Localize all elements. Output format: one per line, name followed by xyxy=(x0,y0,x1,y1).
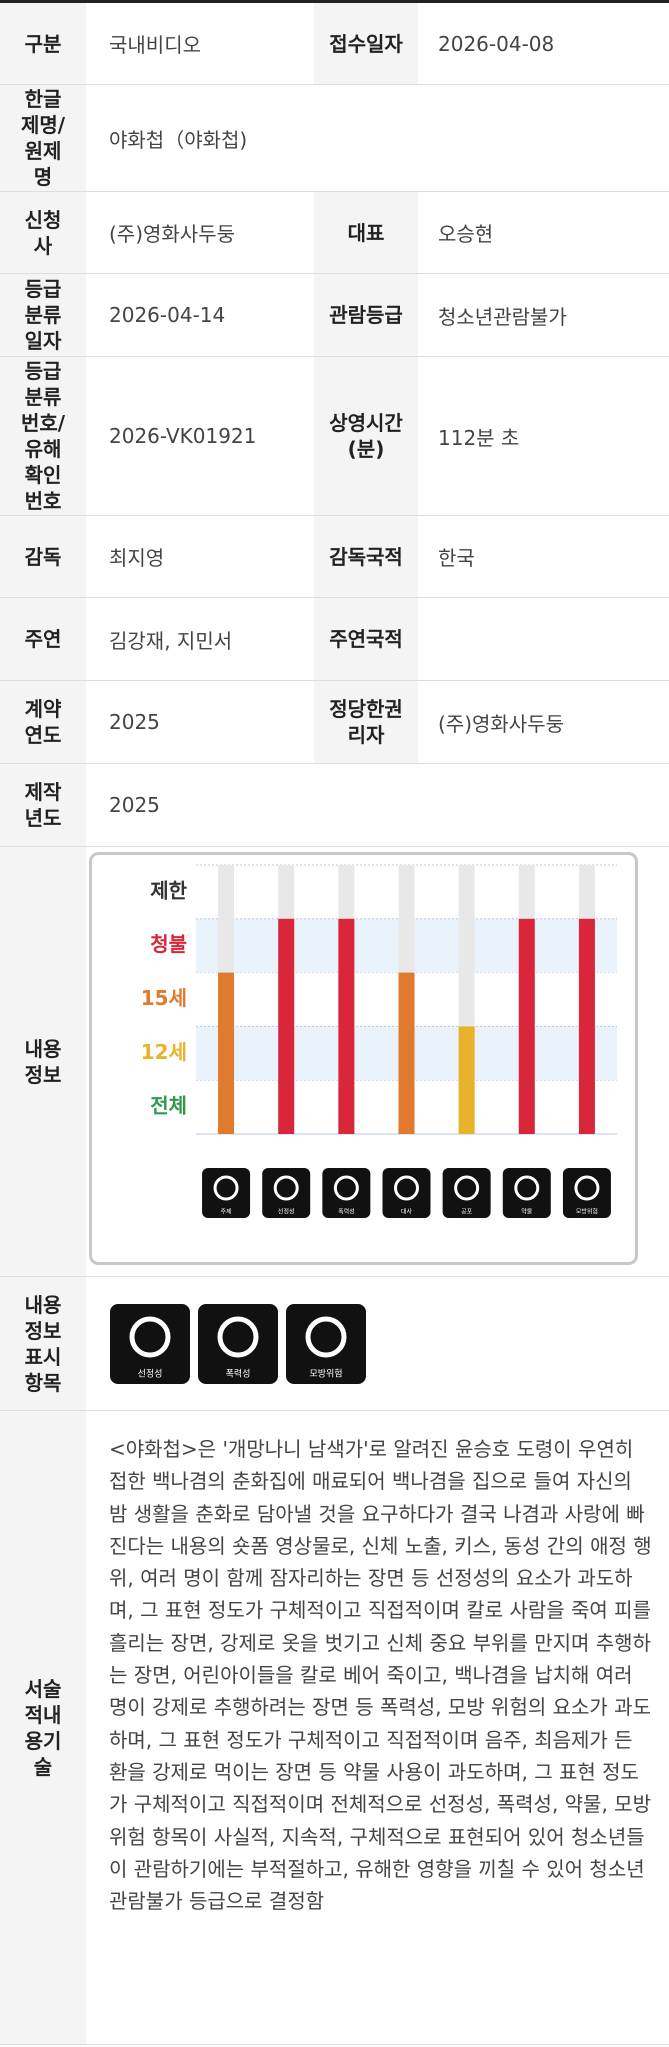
category-label: 모방위험 xyxy=(576,1208,598,1216)
bar xyxy=(578,918,595,1134)
icon-glyph xyxy=(305,1316,347,1358)
field-value: 국내비디오 xyxy=(109,33,201,57)
category-label: 주제 xyxy=(221,1208,232,1216)
category-icon xyxy=(502,1168,551,1218)
field-label: 주연국적 xyxy=(314,598,418,680)
icon-glyph xyxy=(217,1316,259,1358)
field-label: 감독 xyxy=(0,516,86,597)
field-value: 112분 초 xyxy=(438,425,520,450)
field-value: (주)영화사두둥 xyxy=(438,711,565,736)
field-value: 2026-04-08 xyxy=(438,31,555,56)
level-label: 전체 xyxy=(150,1094,187,1118)
bar xyxy=(218,972,235,1134)
category-label: 선정성 xyxy=(278,1208,295,1216)
category-icon xyxy=(562,1168,611,1218)
table-row: 제작년도 2025 xyxy=(0,764,669,847)
field-value: 한국 xyxy=(438,546,475,570)
field-value: 최지영 xyxy=(109,546,165,570)
field-value: 김강재, 지민서 xyxy=(109,628,233,653)
display-icon-label: 모방위험 xyxy=(309,1369,342,1380)
field-label: 신청사 xyxy=(0,192,86,273)
field-value: 2025 xyxy=(109,793,160,817)
field-label: 관람등급 xyxy=(314,274,418,356)
field-value: 2026-04-14 xyxy=(109,303,226,327)
field-value: 2025 xyxy=(109,710,160,734)
field-label: 구분 xyxy=(0,3,86,84)
icon-glyph xyxy=(213,1175,239,1201)
field-label: 내용정보 xyxy=(0,847,86,1276)
category-label: 폭력성 xyxy=(338,1208,355,1216)
display-icon xyxy=(110,1304,190,1384)
table-row: 서술적내용기술 <야화첩>은 '개망나니 남색가'로 알려진 윤승호 도령이 우연… xyxy=(0,1411,669,2045)
display-icon-label: 폭력성 xyxy=(226,1368,251,1380)
category-icon xyxy=(382,1168,431,1218)
table-row: 구분 국내비디오 접수일자 2026-04-08 xyxy=(0,3,669,85)
table-row: 내용정보표시항목 선정성 폭력성 모방위험 xyxy=(0,1277,669,1411)
icon-glyph xyxy=(574,1175,600,1201)
table-row: 등급분류번호/유해확인번호 2026-VK01921 상영시간(분) 112분 초 xyxy=(0,357,669,516)
icon-glyph xyxy=(454,1175,480,1201)
field-label: 대표 xyxy=(314,192,418,273)
icon-glyph xyxy=(273,1175,299,1201)
display-icon-label: 선정성 xyxy=(138,1369,163,1380)
field-label: 등급분류일자 xyxy=(0,274,86,356)
description-text: <야화첩>은 '개망나니 남색가'로 알려진 윤승호 도령이 우연히 접한 백나… xyxy=(109,1437,652,1914)
field-value: 청소년관람불가 xyxy=(438,304,567,329)
field-label: 서술적내용기술 xyxy=(0,1411,86,2044)
display-icons: 선정성 폭력성 모방위험 xyxy=(110,1304,366,1384)
icon-glyph xyxy=(333,1175,359,1201)
field-label: 계약연도 xyxy=(0,681,86,763)
table-row: 감독 최지영 감독국적 한국 xyxy=(0,516,669,598)
level-label: 청불 xyxy=(150,932,187,956)
category-label: 공포 xyxy=(461,1209,473,1216)
field-label: 접수일자 xyxy=(314,3,418,84)
level-label: 12세 xyxy=(141,1040,187,1064)
bar xyxy=(518,918,535,1134)
category-icon xyxy=(442,1168,491,1218)
table-row: 등급분류일자 2026-04-14 관람등급 청소년관람불가 xyxy=(0,274,669,357)
icon-glyph xyxy=(129,1316,171,1358)
field-label: 등급분류번호/유해확인번호 xyxy=(0,357,86,515)
field-label: 내용정보표시항목 xyxy=(0,1277,86,1410)
field-label: 상영시간(분) xyxy=(314,357,418,515)
table-row: 신청사 (주)영화사두둥 대표 오승현 xyxy=(0,192,669,274)
display-icon xyxy=(286,1304,366,1384)
field-label: 한글제명/원제명 xyxy=(0,85,86,191)
table-row: 한글제명/원제명 야화첩（야화첩) xyxy=(0,85,669,192)
display-icon xyxy=(198,1304,278,1384)
level-label: 제한 xyxy=(150,878,187,902)
icon-glyph xyxy=(514,1175,540,1201)
bar xyxy=(278,918,295,1134)
category-label: 약물 xyxy=(521,1208,533,1216)
category-icon xyxy=(262,1168,311,1218)
bar xyxy=(338,918,355,1134)
field-value: 야화첩（야화첩) xyxy=(109,127,248,152)
level-label: 15세 xyxy=(141,986,187,1010)
bar xyxy=(458,1026,475,1134)
category-label: 대사 xyxy=(401,1208,413,1216)
icons-cell: 선정성 폭력성 모방위험 xyxy=(86,1277,386,1410)
field-label: 제작년도 xyxy=(0,764,86,846)
field-value: (주)영화사두둥 xyxy=(109,222,236,246)
field-value xyxy=(418,598,669,680)
field-value: 2026-VK01921 xyxy=(109,424,257,448)
table-row: 주연 김강재, 지민서 주연국적 xyxy=(0,598,669,681)
table-row: 계약연도 2025 정당한권리자 (주)영화사두둥 xyxy=(0,681,669,764)
bar xyxy=(398,972,415,1134)
field-label: 감독국적 xyxy=(314,516,418,597)
icon-glyph xyxy=(394,1175,419,1201)
category-icon xyxy=(202,1168,251,1218)
field-label: 정당한권리자 xyxy=(314,681,418,763)
field-label: 주연 xyxy=(0,598,86,680)
category-icon xyxy=(322,1168,371,1218)
field-value: 오승현 xyxy=(438,222,494,246)
